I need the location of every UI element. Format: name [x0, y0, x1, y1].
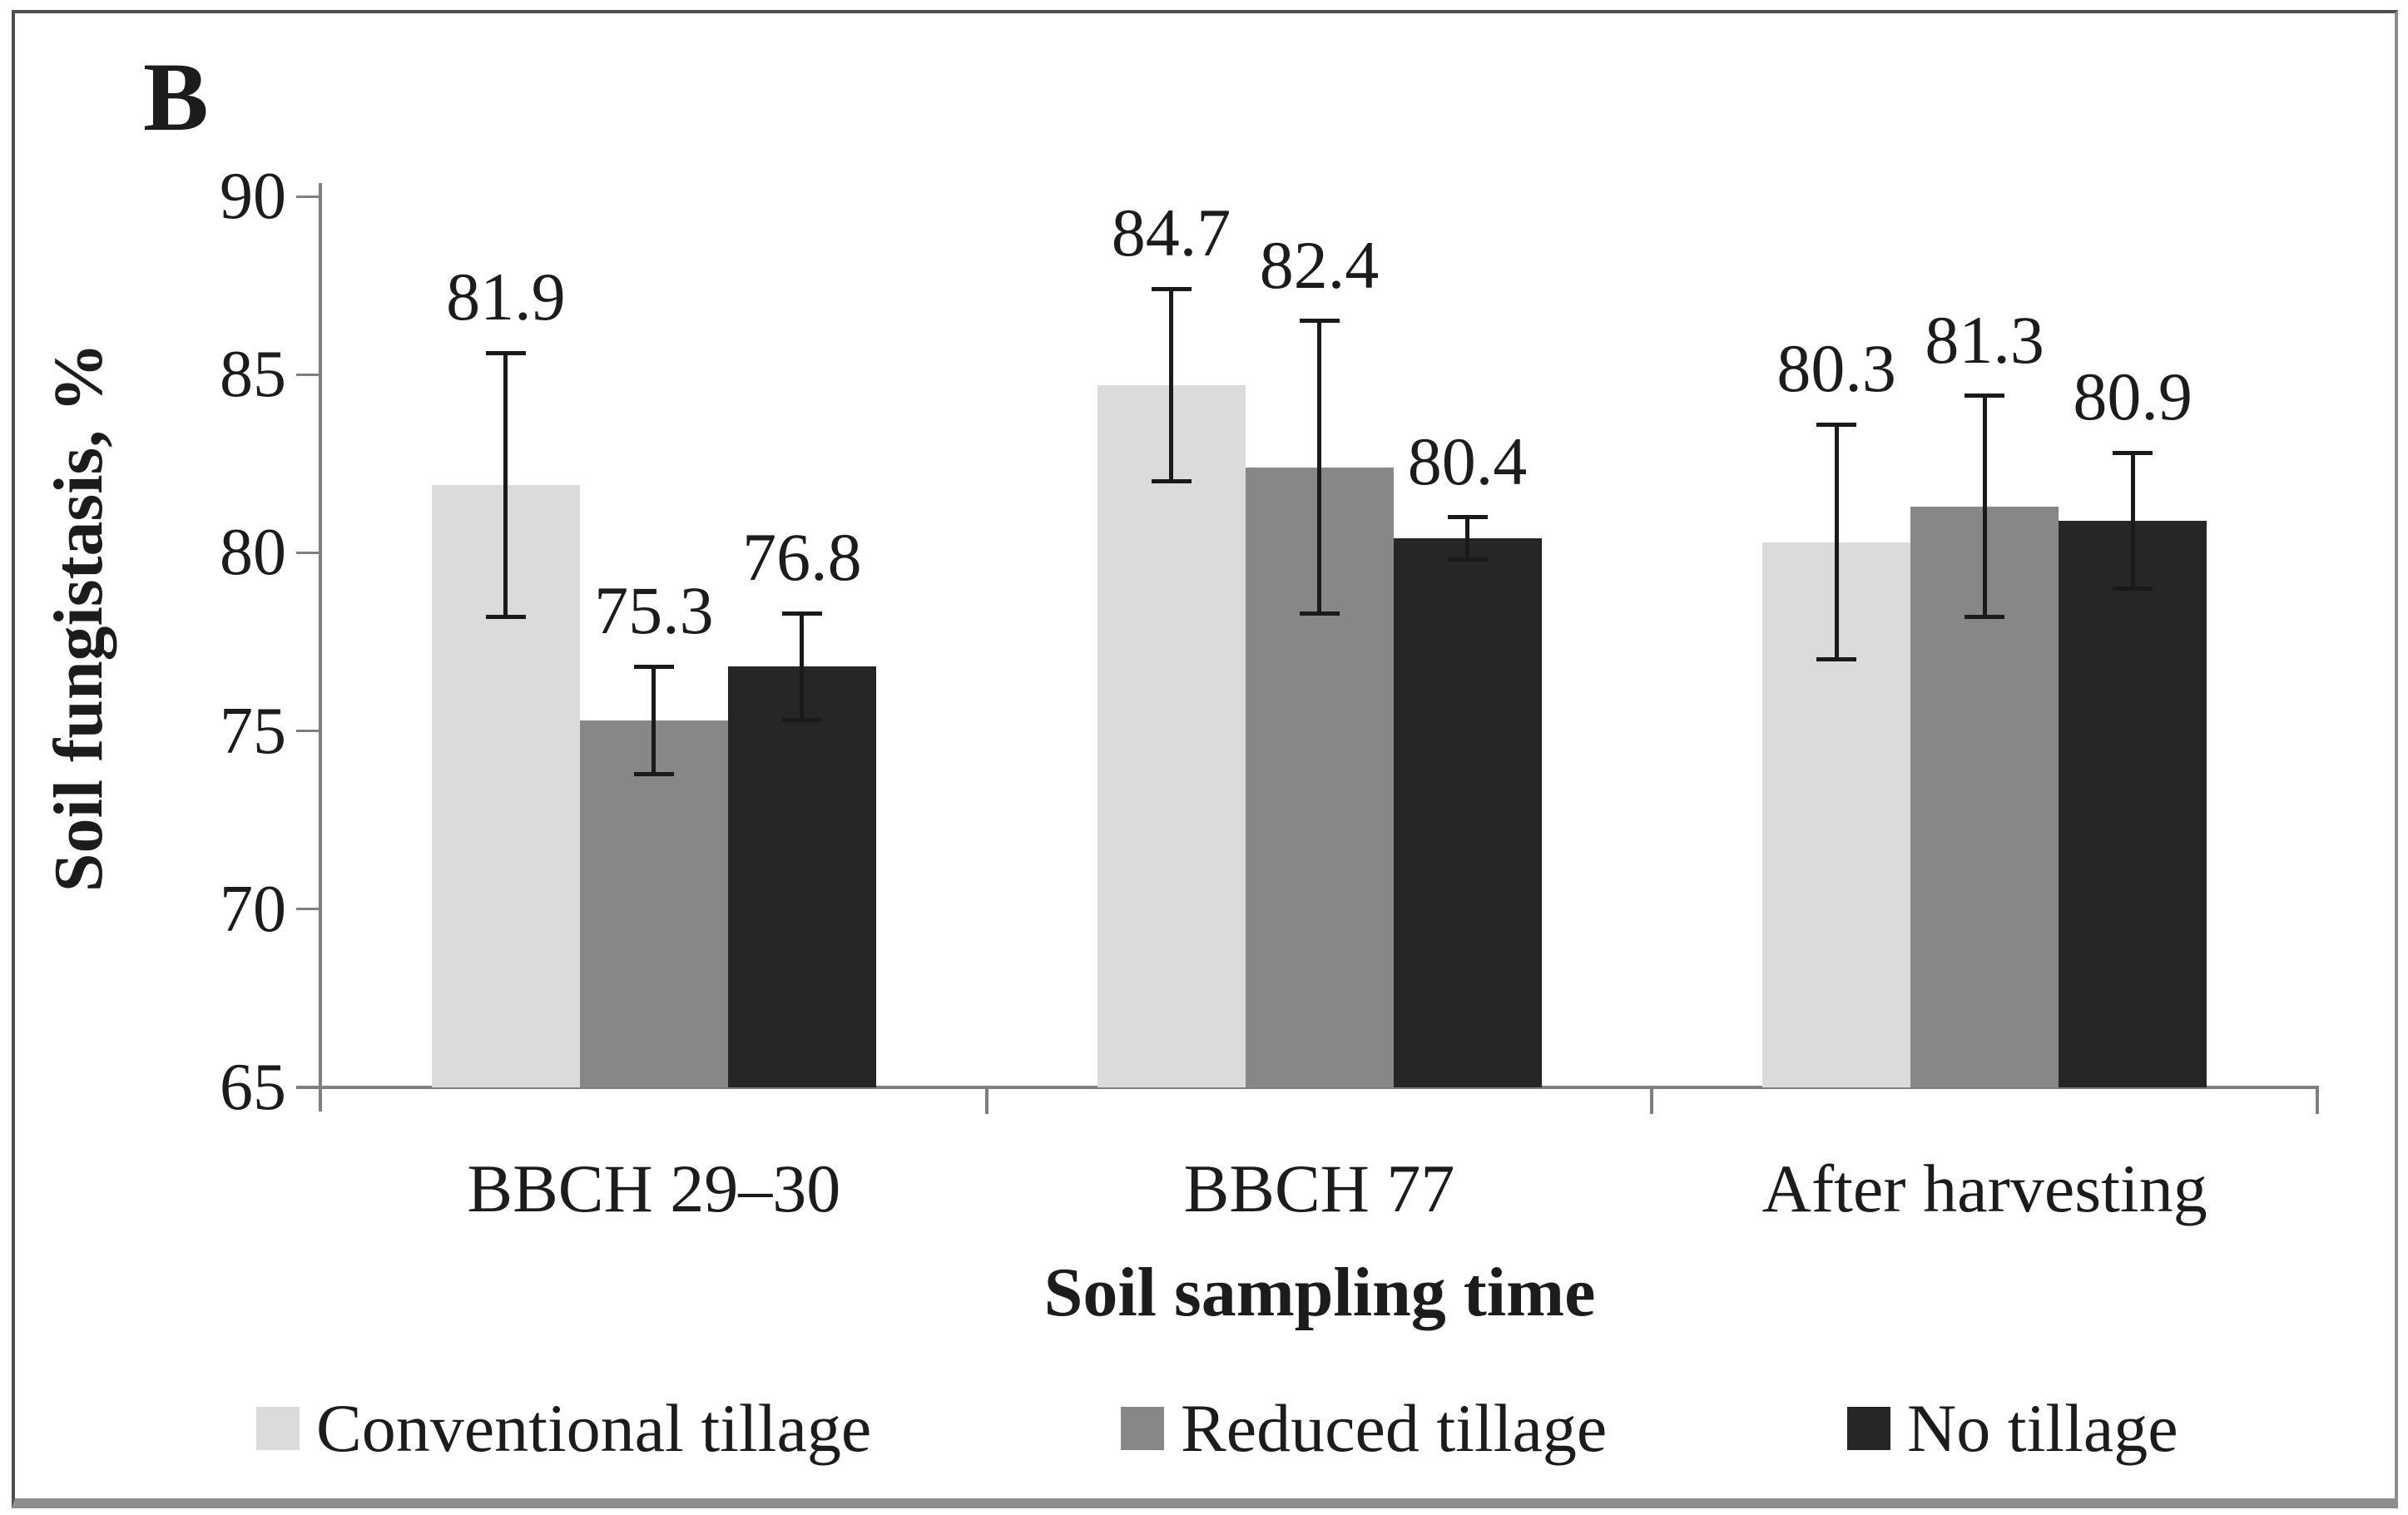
y-tick [296, 1086, 321, 1089]
legend-label: No tillage [1907, 1390, 2178, 1466]
x-axis-title: Soil sampling time [1043, 1254, 1596, 1331]
error-bar-cap-top [1447, 515, 1488, 520]
error-bar-cap-top [485, 350, 526, 355]
legend-swatch [1121, 1407, 1164, 1450]
error-bar-cap-top [1965, 394, 2005, 399]
error-bar-line [800, 613, 805, 720]
error-bar-line [1169, 289, 1173, 482]
error-bar-cap-bottom [1447, 557, 1488, 562]
y-axis-title: Soil fungistasis, % [40, 342, 117, 893]
error-bar-cap-bottom [1151, 479, 1192, 484]
category-label: After harvesting [1761, 1151, 2207, 1226]
legend-swatch [1847, 1407, 1890, 1450]
y-tick [296, 551, 321, 554]
y-tick [296, 908, 321, 911]
bar [579, 720, 728, 1087]
legend-label: Conventional tillage [316, 1390, 872, 1466]
y-axis-line [319, 183, 322, 1111]
legend-item: Reduced tillage [1121, 1391, 1607, 1466]
error-bar-cap-bottom [1299, 611, 1340, 616]
bar [2059, 520, 2207, 1087]
error-bar-cap-top [1816, 422, 1857, 427]
error-bar-cap-bottom [1816, 657, 1857, 662]
data-label: 80.9 [2073, 359, 2192, 435]
y-tick-label: 80 [220, 516, 286, 590]
category-label: BBCH 77 [1183, 1151, 1455, 1226]
error-bar-cap-bottom [2113, 586, 2153, 591]
error-bar-line [1465, 517, 1469, 560]
panel-label: B [143, 42, 209, 151]
legend-label: Reduced tillage [1181, 1390, 1608, 1466]
legend-item: No tillage [1847, 1391, 2178, 1466]
error-bar-line [1982, 395, 1987, 617]
data-label: 81.3 [1925, 301, 2044, 378]
x-axis-divider-tick [1650, 1087, 1654, 1114]
y-tick-label: 70 [220, 872, 286, 946]
y-tick-label: 90 [220, 160, 286, 233]
data-label: 81.9 [446, 259, 566, 335]
error-bar-cap-bottom [485, 615, 526, 619]
error-bar-cap-top [633, 664, 674, 669]
error-bar-cap-bottom [1965, 615, 2005, 619]
error-bar-line [1317, 320, 1321, 614]
legend-item: Conventional tillage [256, 1391, 871, 1466]
error-bar-cap-top [1151, 286, 1192, 291]
y-tick-label: 65 [220, 1051, 286, 1124]
error-bar-line [2130, 453, 2135, 589]
bar [727, 666, 876, 1087]
error-bar-line [652, 666, 657, 774]
bar [1097, 385, 1246, 1087]
error-bar-line [1834, 424, 1839, 660]
error-bar-line [503, 353, 508, 617]
x-axis-divider-tick [2316, 1087, 2319, 1114]
category-label: BBCH 29–30 [467, 1151, 841, 1226]
error-bar-cap-bottom [781, 718, 822, 723]
x-axis-divider-tick [984, 1087, 988, 1114]
x-axis-line [296, 1086, 2319, 1089]
error-bar-cap-bottom [633, 771, 674, 776]
y-tick [296, 195, 321, 198]
data-label: 80.3 [1776, 330, 1896, 407]
bar [1393, 538, 1542, 1087]
y-tick-label: 75 [220, 694, 286, 768]
error-bar-cap-top [781, 611, 822, 616]
error-bar-cap-top [1299, 319, 1340, 324]
y-tick [296, 730, 321, 733]
data-label: 80.4 [1407, 423, 1528, 499]
legend-swatch [256, 1407, 300, 1450]
error-bar-cap-top [2113, 450, 2153, 455]
data-label: 84.7 [1111, 195, 1231, 271]
data-label: 75.3 [594, 572, 714, 649]
data-label: 76.8 [742, 519, 862, 596]
y-tick-label: 85 [220, 338, 286, 412]
data-label: 82.4 [1259, 226, 1380, 303]
y-tick [296, 373, 321, 376]
